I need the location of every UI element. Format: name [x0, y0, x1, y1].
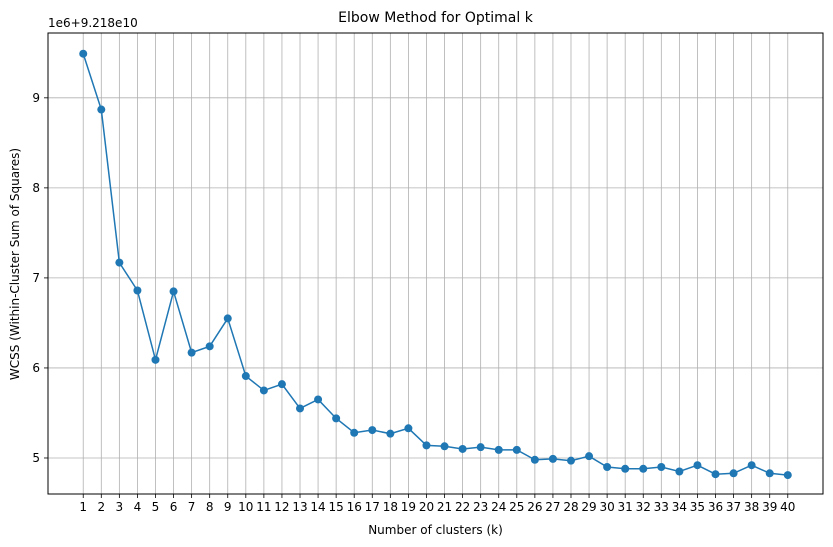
- data-point: [205, 342, 214, 351]
- data-point: [675, 467, 684, 476]
- x-tick-label: 10: [238, 500, 253, 514]
- x-tick-label: 4: [134, 500, 142, 514]
- data-point: [350, 428, 359, 437]
- x-axis-label: Number of clusters (k): [368, 523, 503, 537]
- x-tick-label: 38: [744, 500, 759, 514]
- x-tick-label: 3: [116, 500, 124, 514]
- x-tick-label: 15: [329, 500, 344, 514]
- x-tick-label: 28: [563, 500, 578, 514]
- x-tick-label: 6: [170, 500, 178, 514]
- x-tick-label: 35: [690, 500, 705, 514]
- x-tick-label: 9: [224, 500, 232, 514]
- data-point: [458, 444, 467, 453]
- y-tick-label: 9: [32, 91, 40, 105]
- data-point: [169, 287, 178, 296]
- x-tick-label: 13: [292, 500, 307, 514]
- x-tick-label: 21: [437, 500, 452, 514]
- data-point: [440, 442, 449, 451]
- y-tick-label: 7: [32, 271, 40, 285]
- x-tick-label: 37: [726, 500, 741, 514]
- x-axis-ticks: 1 2 3 4 5 6 7 8 9 10 11 12 13 14 15 16 17 18 19 20 21 22 23 24 2…: [79, 494, 795, 514]
- data-point: [639, 464, 648, 473]
- data-point: [476, 443, 485, 452]
- x-tick-label: 33: [654, 500, 669, 514]
- x-tick-label: 30: [599, 500, 614, 514]
- x-tick-label: 27: [545, 500, 560, 514]
- data-point: [187, 348, 196, 357]
- x-tick-label: 5: [152, 500, 160, 514]
- x-tick-label: 17: [365, 500, 380, 514]
- x-tick-label: 1: [79, 500, 87, 514]
- data-point: [530, 455, 539, 464]
- data-point: [783, 471, 792, 480]
- x-tick-label: 2: [97, 500, 105, 514]
- data-point: [314, 395, 323, 404]
- x-tick-label: 19: [401, 500, 416, 514]
- series-line: [82, 53, 788, 476]
- y-tick-label: 5: [32, 451, 40, 465]
- series-layer: [79, 49, 792, 480]
- data-point: [332, 414, 341, 423]
- y-axis-label: WCSS (Within-Cluster Sum of Squares): [8, 148, 22, 380]
- x-tick-label: 32: [636, 500, 651, 514]
- data-point: [241, 372, 250, 381]
- x-tick-label: 18: [383, 500, 398, 514]
- data-point: [512, 445, 521, 454]
- data-point: [603, 462, 612, 471]
- x-tick-label: 34: [672, 500, 687, 514]
- data-point: [693, 461, 702, 470]
- grid: [48, 33, 823, 494]
- x-tick-label: 20: [419, 500, 434, 514]
- data-point: [296, 404, 305, 413]
- plot-area-frame: [47, 32, 824, 495]
- x-tick-label: 24: [491, 500, 506, 514]
- data-point: [548, 454, 557, 463]
- data-point: [729, 469, 738, 478]
- data-point: [585, 452, 594, 461]
- x-tick-label: 29: [581, 500, 596, 514]
- data-point: [765, 469, 774, 478]
- y-tick-label: 6: [32, 361, 40, 375]
- data-point: [621, 464, 630, 473]
- x-tick-label: 16: [347, 500, 362, 514]
- x-tick-label: 7: [188, 500, 196, 514]
- y-tick-label: 8: [32, 181, 40, 195]
- x-tick-label: 8: [206, 500, 214, 514]
- x-tick-label: 40: [780, 500, 795, 514]
- data-point: [747, 461, 756, 470]
- data-point: [657, 462, 666, 471]
- data-point: [223, 314, 232, 323]
- x-tick-label: 11: [256, 500, 271, 514]
- data-point: [151, 355, 160, 364]
- data-point: [566, 456, 575, 465]
- y-axis-offset-label: 1e6+9.218e10: [48, 16, 138, 30]
- x-tick-label: 39: [762, 500, 777, 514]
- data-point: [404, 424, 413, 433]
- data-point: [277, 380, 286, 389]
- x-tick-label: 23: [473, 500, 488, 514]
- data-point: [97, 105, 106, 114]
- data-point: [133, 286, 142, 295]
- data-point: [368, 426, 377, 435]
- x-tick-label: 25: [509, 500, 524, 514]
- chart-title: Elbow Method for Optimal k: [338, 10, 534, 26]
- x-tick-label: 22: [455, 500, 470, 514]
- x-tick-label: 31: [618, 500, 633, 514]
- data-point: [259, 386, 268, 395]
- data-point: [115, 258, 124, 267]
- x-tick-label: 12: [274, 500, 289, 514]
- data-point: [494, 445, 503, 454]
- data-point: [711, 470, 720, 479]
- x-tick-label: 26: [527, 500, 542, 514]
- y-axis-ticks: 5 6 7 8 9: [32, 91, 48, 465]
- data-point: [79, 49, 88, 58]
- data-point: [422, 441, 431, 450]
- x-tick-label: 14: [310, 500, 325, 514]
- data-point: [386, 429, 395, 438]
- x-tick-label: 36: [708, 500, 723, 514]
